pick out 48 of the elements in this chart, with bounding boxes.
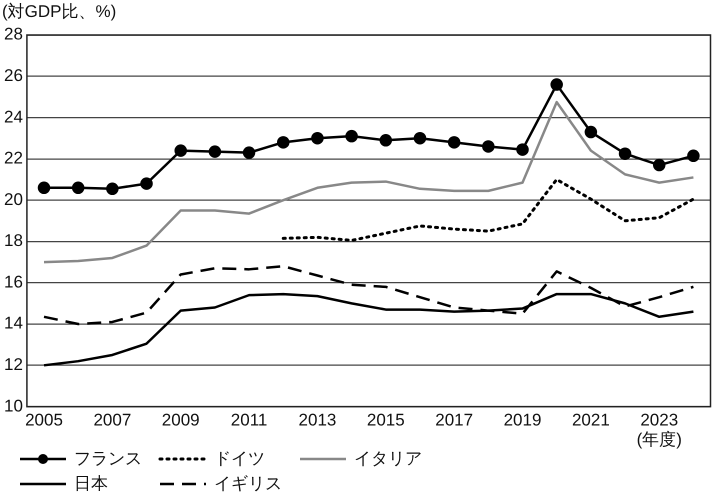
x-tick-label: 2019 bbox=[504, 410, 542, 430]
point bbox=[380, 134, 392, 147]
y-tick-label: 24 bbox=[4, 107, 23, 126]
y-tick-label: 22 bbox=[4, 148, 23, 168]
y-axis-title: (対GDP比、%) bbox=[2, 2, 116, 22]
y-tick-label: 28 bbox=[4, 24, 23, 44]
x-axis-title: (年度) bbox=[636, 430, 682, 449]
point bbox=[242, 146, 256, 159]
point bbox=[72, 182, 84, 194]
point bbox=[516, 143, 529, 156]
point bbox=[448, 136, 460, 149]
y-tick-label: 14 bbox=[4, 314, 23, 333]
y-tick-label: 10 bbox=[4, 396, 23, 416]
legend-label: フランス bbox=[74, 448, 142, 470]
x-tick-label: 2005 bbox=[25, 410, 63, 430]
y-tick-label: 20 bbox=[4, 190, 23, 209]
x-tick-label: 2015 bbox=[366, 410, 405, 430]
x-tick-label: 2013 bbox=[298, 410, 336, 430]
legend-label: イタリア bbox=[354, 448, 422, 470]
y-tick-label: 18 bbox=[4, 231, 23, 250]
point bbox=[550, 78, 563, 91]
point bbox=[38, 182, 50, 194]
y-tick-label: 16 bbox=[4, 272, 23, 292]
x-tick-label: 2009 bbox=[162, 410, 200, 430]
x-tick-label: 2021 bbox=[572, 410, 610, 430]
x-tick-label: 2017 bbox=[435, 410, 474, 430]
point bbox=[584, 126, 598, 138]
point bbox=[618, 147, 632, 160]
point bbox=[311, 132, 324, 144]
point bbox=[208, 145, 222, 158]
x-tick-label: 2007 bbox=[93, 410, 132, 430]
point bbox=[174, 144, 187, 157]
x-tick-label: 2011 bbox=[230, 410, 268, 430]
legend-label: イギリス bbox=[214, 473, 282, 495]
point bbox=[106, 182, 119, 196]
point bbox=[414, 132, 426, 144]
point bbox=[140, 177, 153, 190]
point bbox=[345, 130, 358, 142]
point bbox=[482, 140, 495, 153]
point bbox=[687, 150, 700, 162]
x-tick-label: 2023 bbox=[640, 410, 678, 430]
line-series bbox=[282, 178, 695, 242]
point bbox=[277, 136, 290, 149]
y-tick-label: 26 bbox=[4, 66, 23, 85]
point bbox=[652, 158, 666, 172]
legend-label: 日本 bbox=[74, 473, 108, 495]
y-tick-label: 12 bbox=[4, 355, 23, 374]
legend-label: ドイツ bbox=[214, 448, 265, 470]
